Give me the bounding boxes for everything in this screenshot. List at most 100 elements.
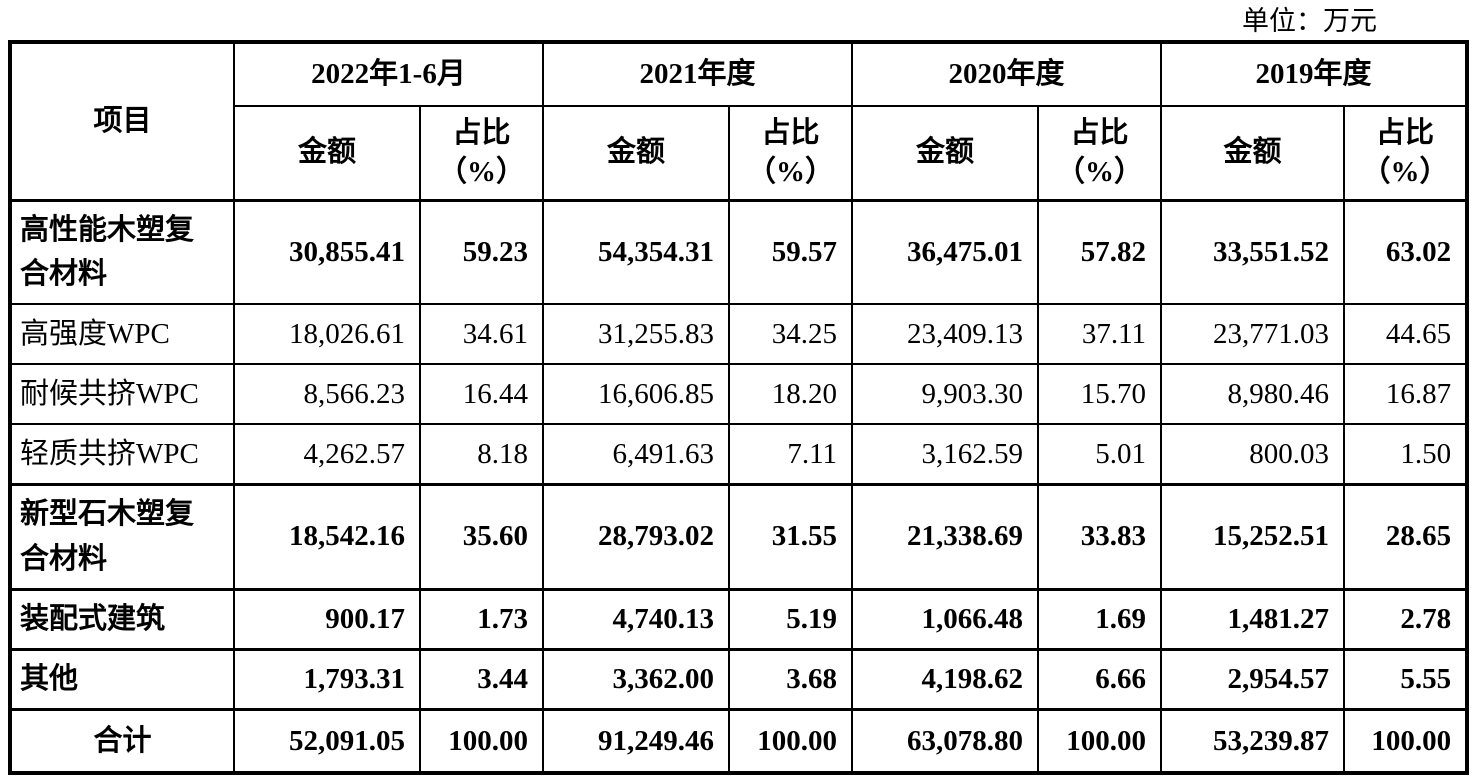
value-cell: 5.01 bbox=[1037, 423, 1163, 486]
value-cell: 18.20 bbox=[728, 363, 854, 426]
value-cell: 63.02 bbox=[1343, 198, 1469, 306]
row-label: 轻质共挤WPC bbox=[9, 423, 235, 486]
value-cell: 1.69 bbox=[1037, 587, 1163, 651]
ratio-header: 占比 （%） bbox=[1037, 105, 1163, 202]
amount-header: 金额 bbox=[542, 105, 731, 202]
ratio-header: 占比 （%） bbox=[418, 105, 545, 202]
value-cell: 1.50 bbox=[1343, 423, 1469, 486]
value-cell: 28,793.02 bbox=[542, 482, 731, 591]
row-label: 高性能木塑复合材料 bbox=[9, 198, 235, 306]
period-header-2019: 2019年度 bbox=[1160, 41, 1469, 107]
value-cell: 91,249.46 bbox=[542, 707, 731, 775]
value-cell: 2.78 bbox=[1343, 587, 1469, 651]
ratio-header: 占比 （%） bbox=[1343, 105, 1469, 202]
value-cell: 21,338.69 bbox=[851, 482, 1040, 591]
value-cell: 30,855.41 bbox=[233, 198, 421, 306]
table-row: 高性能木塑复合材料 30,855.41 59.23 54,354.31 59.57 36… bbox=[9, 198, 1469, 306]
value-cell: 18,026.61 bbox=[233, 303, 421, 366]
value-cell: 28.65 bbox=[1343, 482, 1469, 591]
value-cell: 3,362.00 bbox=[542, 647, 731, 711]
value-cell: 100.00 bbox=[418, 707, 545, 775]
value-cell: 31.55 bbox=[728, 482, 854, 591]
value-cell: 15,252.51 bbox=[1160, 482, 1346, 591]
row-label: 装配式建筑 bbox=[9, 587, 235, 651]
amount-header: 金额 bbox=[1160, 105, 1346, 202]
value-cell: 4,262.57 bbox=[233, 423, 421, 486]
unit-label: 单位：万元 bbox=[1242, 6, 1377, 36]
table-row: 其他 1,793.31 3.44 3,362.00 3.68 4,198.62 6.66 2… bbox=[9, 647, 1469, 711]
value-cell: 33.83 bbox=[1037, 482, 1163, 591]
item-column-header: 项目 bbox=[9, 41, 235, 201]
value-cell: 4,198.62 bbox=[851, 647, 1040, 711]
value-cell: 4,740.13 bbox=[542, 587, 731, 651]
value-cell: 16.87 bbox=[1343, 363, 1469, 426]
value-cell: 3.44 bbox=[418, 647, 545, 711]
period-header-2022: 2022年1-6月 bbox=[232, 41, 545, 107]
value-cell: 6,491.63 bbox=[542, 423, 731, 486]
value-cell: 16,606.85 bbox=[542, 363, 731, 426]
value-cell: 1,793.31 bbox=[233, 647, 421, 711]
value-cell: 9,903.30 bbox=[851, 363, 1040, 426]
period-header-2021: 2021年度 bbox=[542, 41, 854, 107]
value-cell: 37.11 bbox=[1037, 303, 1163, 366]
value-cell: 52,091.05 bbox=[233, 707, 421, 775]
value-cell: 44.65 bbox=[1343, 303, 1469, 366]
value-cell: 100.00 bbox=[728, 707, 854, 775]
period-header-2020: 2020年度 bbox=[851, 41, 1163, 107]
row-label: 合计 bbox=[9, 707, 235, 775]
value-cell: 36,475.01 bbox=[851, 198, 1040, 306]
value-cell: 3,162.59 bbox=[851, 423, 1040, 486]
value-cell: 900.17 bbox=[233, 587, 421, 651]
value-cell: 54,354.31 bbox=[542, 198, 731, 306]
value-cell: 2,954.57 bbox=[1160, 647, 1346, 711]
period-header-row: 项目 2022年1-6月 2021年度 2020年度 2019年度 bbox=[9, 41, 1469, 201]
revenue-breakdown-table: 项目 2022年1-6月 2021年度 2020年度 2019年度 金额 占比 … bbox=[8, 40, 1470, 776]
table-row: 轻质共挤WPC 4,262.57 8.18 6,491.63 7.11 3,162.59… bbox=[9, 423, 1469, 486]
value-cell: 35.60 bbox=[418, 482, 545, 591]
value-cell: 8,980.46 bbox=[1160, 363, 1346, 426]
row-label: 其他 bbox=[9, 647, 235, 711]
value-cell: 34.61 bbox=[418, 303, 545, 366]
row-label: 耐候共挤WPC bbox=[9, 363, 235, 426]
value-cell: 33,551.52 bbox=[1160, 198, 1346, 306]
value-cell: 5.55 bbox=[1343, 647, 1469, 711]
value-cell: 8.18 bbox=[418, 423, 545, 486]
value-cell: 59.23 bbox=[418, 198, 545, 306]
value-cell: 59.57 bbox=[728, 198, 854, 306]
value-cell: 800.03 bbox=[1160, 423, 1346, 486]
value-cell: 63,078.80 bbox=[851, 707, 1040, 775]
value-cell: 5.19 bbox=[728, 587, 854, 651]
value-cell: 57.82 bbox=[1037, 198, 1163, 306]
value-cell: 1.73 bbox=[418, 587, 545, 651]
amount-header: 金额 bbox=[233, 105, 421, 202]
value-cell: 8,566.23 bbox=[233, 363, 421, 426]
amount-header: 金额 bbox=[851, 105, 1040, 202]
value-cell: 23,409.13 bbox=[851, 303, 1040, 366]
measure-header-row: 金额 占比 （%） 金额 占比 （%） 金额 占比 （%） 金额 占比 （%） bbox=[10, 105, 1469, 202]
value-cell: 16.44 bbox=[418, 363, 545, 426]
table-header: 项目 2022年1-6月 2021年度 2020年度 2019年度 金额 占比 … bbox=[9, 41, 1469, 202]
value-cell: 18,542.16 bbox=[233, 482, 421, 591]
row-label: 高强度WPC bbox=[9, 303, 235, 366]
value-cell: 100.00 bbox=[1037, 707, 1163, 775]
value-cell: 23,771.03 bbox=[1160, 303, 1346, 366]
ratio-header: 占比 （%） bbox=[728, 105, 854, 202]
value-cell: 1,481.27 bbox=[1160, 587, 1346, 651]
value-cell: 100.00 bbox=[1343, 707, 1469, 775]
value-cell: 1,066.48 bbox=[851, 587, 1040, 651]
table-row: 合计 52,091.05 100.00 91,249.46 100.00 63,078.… bbox=[9, 707, 1469, 775]
value-cell: 3.68 bbox=[728, 647, 854, 711]
table-row: 耐候共挤WPC 8,566.23 16.44 16,606.85 18.20 9,903… bbox=[9, 363, 1469, 426]
value-cell: 6.66 bbox=[1037, 647, 1163, 711]
table-body: 高性能木塑复合材料 30,855.41 59.23 54,354.31 59.57 36… bbox=[9, 198, 1469, 775]
value-cell: 34.25 bbox=[728, 303, 854, 366]
table-row: 新型石木塑复合材料 18,542.16 35.60 28,793.02 31.55 21… bbox=[9, 482, 1469, 591]
row-label: 新型石木塑复合材料 bbox=[9, 482, 235, 591]
table-row: 装配式建筑 900.17 1.73 4,740.13 5.19 1,066.48 1.69… bbox=[9, 587, 1469, 651]
value-cell: 31,255.83 bbox=[542, 303, 731, 366]
value-cell: 7.11 bbox=[728, 423, 854, 486]
value-cell: 15.70 bbox=[1037, 363, 1163, 426]
table-row: 高强度WPC 18,026.61 34.61 31,255.83 34.25 23,40… bbox=[9, 303, 1469, 366]
value-cell: 53,239.87 bbox=[1160, 707, 1346, 775]
